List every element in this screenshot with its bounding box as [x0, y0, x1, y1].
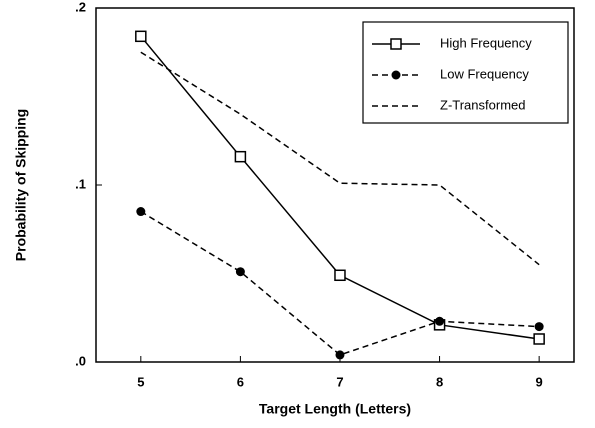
x-tick-label: 8: [436, 374, 443, 389]
marker: [136, 207, 146, 217]
marker: [435, 316, 445, 326]
x-axis-label: Target Length (Letters): [259, 401, 411, 417]
series-line: [140, 51, 540, 266]
marker: [534, 322, 544, 332]
x-tick-label: 6: [237, 374, 244, 389]
marker: [235, 267, 245, 277]
marker: [533, 333, 545, 345]
marker: [391, 70, 401, 80]
y-axis-label: Probability of Skipping: [13, 109, 29, 261]
legend-label: Z-Transformed: [440, 97, 525, 112]
marker: [335, 350, 345, 360]
x-tick-label: 9: [536, 374, 543, 389]
x-tick-label: 7: [336, 374, 343, 389]
legend-label: High Frequency: [440, 35, 532, 50]
legend-label: Low Frequency: [440, 66, 529, 81]
y-tick-label: .2: [75, 0, 86, 14]
x-tick-label: 5: [137, 374, 144, 389]
marker: [135, 30, 147, 43]
marker: [334, 269, 346, 282]
marker: [390, 38, 402, 50]
y-tick-label: .1: [75, 176, 86, 191]
series-line: [140, 210, 540, 356]
y-tick-label: .0: [75, 353, 86, 368]
marker: [234, 150, 247, 163]
